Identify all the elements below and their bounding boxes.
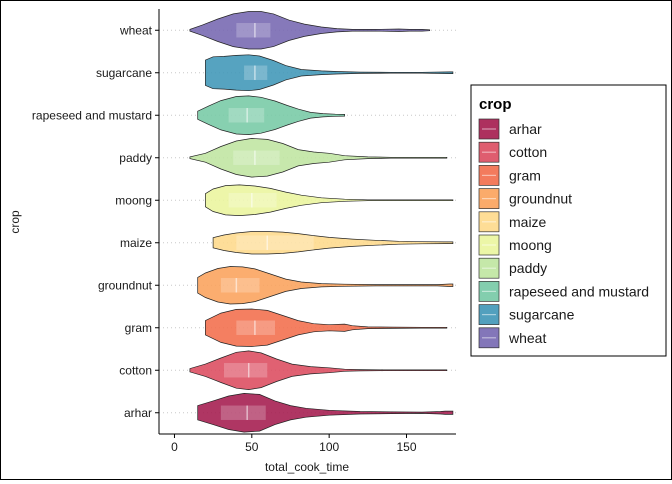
legend-item-groundnut: groundnut [478, 188, 572, 209]
legend-label: maize [509, 214, 547, 230]
violin-moong [205, 184, 454, 216]
violin-wheat [189, 11, 431, 50]
box-rapeseed-and-mustard [228, 108, 265, 123]
violin-rapeseed-and-mustard [197, 95, 345, 135]
box-paddy [233, 150, 280, 165]
box-groundnut [220, 278, 260, 293]
y-tick-label: sugarcane [96, 66, 152, 80]
legend-label: gram [509, 167, 541, 183]
legend-label: groundnut [509, 191, 572, 207]
legend-label: cotton [509, 144, 547, 160]
legend-item-wheat: wheat [478, 327, 546, 349]
legend-box [470, 84, 667, 357]
violins [189, 11, 454, 433]
gridlines [159, 29, 456, 414]
box-arhar [220, 405, 266, 420]
y-tick-label: paddy [119, 151, 152, 165]
legend-label: rapeseed and mustard [509, 283, 649, 299]
legend-item-moong: moong [478, 234, 552, 256]
y-tick-label: rapeseed and mustard [32, 108, 152, 122]
legend-item-sugarcane: sugarcane [478, 304, 575, 325]
x-tick-label: 50 [245, 440, 259, 454]
y-tick-label: arhar [124, 406, 152, 420]
violin-cotton [189, 350, 448, 390]
y-tick-label: maize [120, 236, 152, 250]
y-tick-label: wheat [119, 23, 153, 37]
box-gram [236, 320, 276, 335]
legend-item-gram: gram [478, 165, 541, 186]
legend: crop arhar cotton gram groundnut maize moong p… [470, 84, 667, 357]
box-moong [228, 193, 277, 208]
legend-label: sugarcane [509, 307, 575, 323]
legend-item-maize: maize [478, 211, 547, 233]
legend-label: paddy [509, 260, 547, 276]
box-sugarcane [244, 65, 268, 80]
legend-items: arhar cotton gram groundnut maize moong paddy r… [478, 118, 649, 349]
y-axis-title: crop [8, 210, 22, 234]
x-tick-label: 0 [171, 440, 178, 454]
legend-label: wheat [508, 330, 546, 346]
violin-gram [205, 308, 448, 347]
legend-item-cotton: cotton [478, 141, 547, 163]
violin-paddy [189, 138, 448, 178]
y-tick-label: gram [125, 321, 152, 335]
y-ticks: arhar cotton gram groundnut maize moong paddy r… [32, 23, 159, 420]
box-cotton [223, 363, 268, 378]
legend-label: arhar [509, 121, 542, 137]
x-ticks: 0 50 100 150 [171, 434, 417, 454]
legend-item-paddy: paddy [478, 257, 547, 279]
box-wheat [236, 23, 271, 38]
x-tick-label: 100 [319, 440, 339, 454]
violin-maize [212, 231, 454, 255]
legend-label: moong [509, 237, 552, 253]
y-tick-label: moong [115, 193, 152, 207]
y-tick-label: groundnut [98, 278, 153, 292]
x-tick-label: 150 [396, 440, 416, 454]
box-maize [236, 235, 314, 250]
violin-groundnut [197, 266, 454, 305]
legend-title: crop [479, 96, 512, 113]
violin-arhar [197, 393, 454, 433]
y-tick-label: cotton [119, 363, 152, 377]
violin-sugarcane [205, 54, 454, 92]
legend-item-rapeseed-and-mustard: rapeseed and mustard [478, 281, 649, 302]
legend-item-arhar: arhar [478, 118, 542, 140]
x-axis-title: total_cook_time [265, 460, 349, 474]
